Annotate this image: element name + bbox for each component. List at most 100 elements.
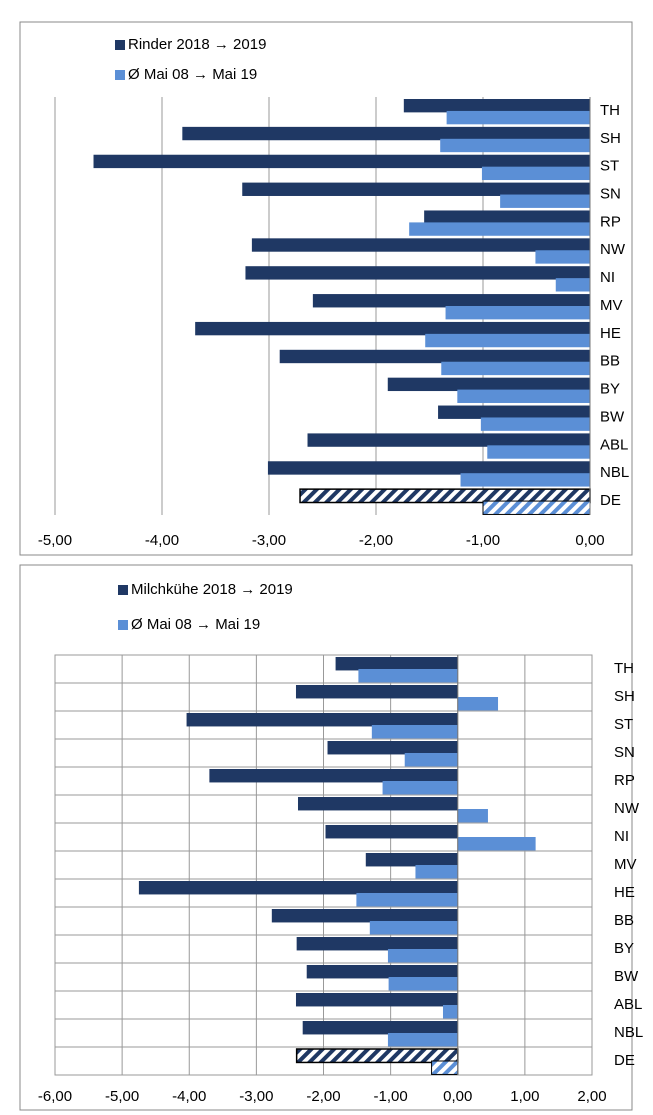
- bar: [312, 294, 590, 308]
- bar: [388, 977, 458, 991]
- bar: [457, 809, 488, 823]
- bar: [251, 238, 590, 252]
- bar: [500, 194, 590, 208]
- bar: [387, 949, 458, 963]
- bar: [369, 921, 458, 935]
- bar: [457, 837, 536, 851]
- bar: [335, 657, 458, 671]
- x-tick-label: -5,00: [105, 1088, 139, 1105]
- bar: [93, 154, 591, 169]
- bar: [186, 713, 458, 727]
- y-tick-label: NW: [614, 800, 640, 817]
- bar: [356, 893, 458, 907]
- y-tick-label: MV: [614, 856, 637, 873]
- bar: [404, 753, 458, 767]
- x-tick-label: -2,00: [359, 532, 393, 549]
- bar: [267, 461, 590, 475]
- x-tick-label: -2,00: [306, 1088, 340, 1105]
- legend-swatch: [118, 585, 128, 595]
- legend-label: Ø Mai 08 → Mai 19: [131, 616, 260, 633]
- bar: [325, 825, 458, 839]
- y-tick-label: TH: [600, 102, 620, 119]
- bar: [431, 1060, 459, 1075]
- bar: [245, 266, 590, 280]
- legend-swatch: [118, 620, 128, 630]
- bar: [460, 473, 590, 487]
- bar: [440, 138, 590, 153]
- x-tick-label: -1,00: [374, 1088, 408, 1105]
- y-tick-label: SN: [600, 186, 621, 203]
- y-tick-label: HE: [600, 325, 621, 342]
- legend-label: Milchkühe 2018 → 2019: [131, 581, 293, 598]
- bar: [487, 445, 590, 459]
- x-tick-label: 0,00: [443, 1088, 472, 1105]
- bar: [481, 166, 590, 181]
- bar: [371, 725, 458, 739]
- bar: [358, 669, 458, 683]
- bar: [457, 389, 590, 403]
- y-tick-label: ST: [600, 158, 619, 175]
- bar: [307, 433, 590, 447]
- bar: [242, 182, 590, 196]
- x-tick-label: -4,00: [145, 532, 179, 549]
- bar: [295, 685, 458, 699]
- legend-swatch: [115, 40, 125, 50]
- y-tick-label: BB: [614, 912, 634, 929]
- x-tick-label: -4,00: [172, 1088, 206, 1105]
- y-tick-label: SH: [614, 688, 635, 705]
- bar: [438, 405, 590, 419]
- bar: [445, 306, 590, 320]
- y-tick-label: NBL: [614, 1024, 643, 1041]
- bar: [299, 488, 591, 504]
- bar: [425, 333, 590, 348]
- bar: [457, 697, 499, 711]
- legend-label: Ø Mai 08 → Mai 19: [128, 66, 257, 83]
- y-tick-label: NI: [600, 269, 615, 286]
- bar: [296, 937, 458, 951]
- y-tick-label: TH: [614, 660, 634, 677]
- legend-swatch: [115, 70, 125, 80]
- y-tick-label: HE: [614, 884, 635, 901]
- y-tick-label: DE: [600, 492, 621, 509]
- bar: [424, 210, 590, 224]
- bar: [182, 126, 590, 141]
- y-tick-label: RP: [600, 213, 621, 230]
- y-tick-label: ABL: [614, 996, 642, 1013]
- x-tick-label: 1,00: [510, 1088, 539, 1105]
- x-tick-label: -6,00: [38, 1088, 72, 1105]
- y-tick-label: NW: [600, 241, 626, 258]
- y-tick-label: RP: [614, 772, 635, 789]
- bar: [297, 797, 458, 811]
- x-tick-label: -3,00: [252, 532, 286, 549]
- y-tick-label: BB: [600, 353, 620, 370]
- bar: [279, 349, 590, 364]
- bar: [482, 500, 591, 515]
- bar: [271, 909, 458, 923]
- bar: [535, 250, 590, 264]
- bar: [480, 417, 590, 431]
- bar: [295, 993, 458, 1007]
- bar: [306, 965, 458, 979]
- y-tick-label: NI: [614, 828, 629, 845]
- bar: [442, 1005, 458, 1019]
- bar: [441, 361, 590, 376]
- y-tick-label: ST: [614, 716, 633, 733]
- bar: [387, 1033, 458, 1047]
- bar: [327, 741, 458, 755]
- bar: [446, 110, 590, 125]
- y-tick-label: BW: [600, 408, 625, 425]
- y-tick-label: BW: [614, 968, 639, 985]
- bar: [403, 99, 590, 113]
- y-tick-label: SN: [614, 744, 635, 761]
- bar: [387, 377, 590, 392]
- x-tick-label: -1,00: [466, 532, 500, 549]
- bar: [302, 1021, 458, 1035]
- y-tick-label: ABL: [600, 436, 628, 453]
- x-tick-label: 0,00: [575, 532, 604, 549]
- bar: [409, 222, 590, 236]
- bar: [295, 1048, 459, 1064]
- x-tick-label: -5,00: [38, 532, 72, 549]
- bar: [195, 321, 591, 336]
- legend-label: Rinder 2018 → 2019: [128, 36, 266, 53]
